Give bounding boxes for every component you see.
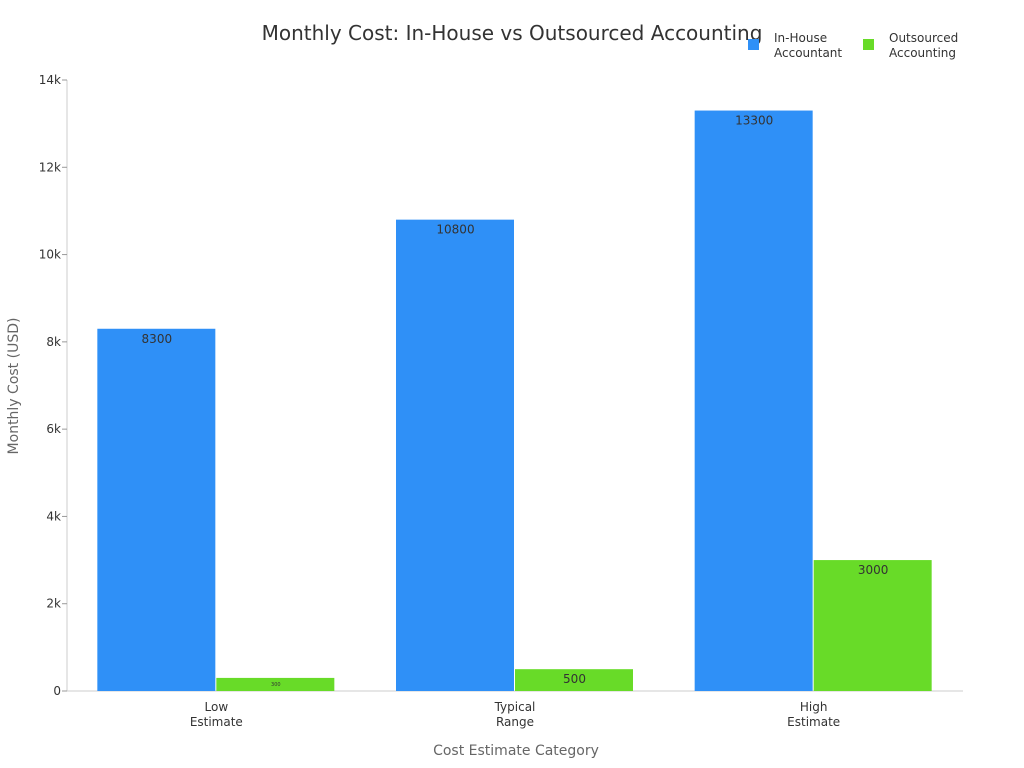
bar [515, 669, 633, 691]
bar [216, 677, 335, 691]
data-label: 300 [271, 682, 281, 688]
x-tick-label: Low [205, 700, 229, 714]
bar [694, 110, 813, 692]
x-tick-label: Estimate [787, 715, 840, 729]
y-tick-label: 2k [46, 597, 61, 611]
y-tick-label: 8k [46, 335, 61, 349]
x-tick-label: Typical [494, 700, 536, 714]
data-label: 500 [563, 672, 586, 686]
y-tick-label: 12k [39, 160, 61, 174]
legend-swatch [748, 39, 759, 50]
bar [97, 328, 216, 691]
x-tick-label: Estimate [190, 715, 243, 729]
chart-title: Monthly Cost: In-House vs Outsourced Acc… [262, 21, 763, 45]
y-tick-label: 6k [46, 422, 61, 436]
y-tick-label: 10k [39, 248, 61, 262]
x-tick-label: Range [496, 715, 534, 729]
bar [396, 219, 514, 691]
y-tick-label: 4k [46, 509, 61, 523]
data-label: 10800 [436, 223, 474, 237]
bar [813, 560, 932, 691]
legend-label: Accountant [774, 46, 842, 60]
y-axis-label: Monthly Cost (USD) [6, 318, 22, 455]
x-axis-label: Cost Estimate Category [433, 743, 599, 759]
legend-label: Accounting [889, 46, 956, 60]
y-tick-label: 14k [39, 73, 61, 87]
x-tick-label: High [800, 700, 828, 714]
legend-swatch [863, 39, 874, 50]
y-tick-label: 0 [53, 684, 61, 698]
data-label: 13300 [735, 114, 773, 128]
data-label: 8300 [142, 332, 173, 346]
data-label: 3000 [858, 563, 889, 577]
legend-label: Outsourced [889, 31, 958, 45]
legend-label: In-House [774, 31, 827, 45]
